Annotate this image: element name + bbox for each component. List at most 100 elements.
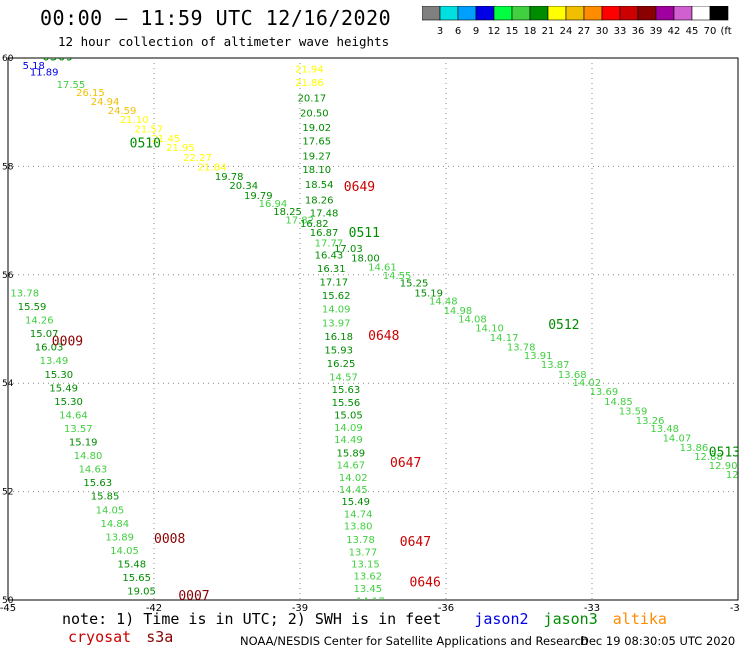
wave-height-label: 15.56 <box>332 398 361 409</box>
wave-height-label: 13.78 <box>346 535 375 546</box>
wave-height-label: 21.45 <box>152 134 181 145</box>
legend-label: 21 <box>542 26 555 37</box>
wave-height-label: 14.45 <box>339 485 368 496</box>
wave-height-label: 17.55 <box>57 80 86 91</box>
wave-height-label: 14.85 <box>604 397 633 408</box>
wave-height-label: 20.34 <box>229 181 258 192</box>
wave-height-label: 11.89 <box>30 67 59 78</box>
sat-label-jason3: jason3 <box>543 610 598 628</box>
wave-height-label: 15.19 <box>69 438 98 449</box>
wave-height-label: 15.07 <box>30 329 59 340</box>
map-title: 00:00 — 11:59 UTC 12/16/2020 <box>40 6 392 30</box>
wave-height-label: 15.49 <box>49 383 78 394</box>
pass-time-label: 0649 <box>344 180 375 195</box>
wave-height-label: 13.91 <box>524 351 553 362</box>
sat-label-altika: altika <box>612 610 667 628</box>
sat-label-s3a: s3a <box>146 628 174 646</box>
wave-height-label: 13.78 <box>507 343 536 354</box>
wave-height-label: 14.84 <box>100 519 129 530</box>
wave-height-label: 15.30 <box>45 370 74 381</box>
lat-tick-label: 60 <box>2 54 14 64</box>
wave-height-label: 16.94 <box>259 199 288 210</box>
legend-label: 70 <box>704 26 717 37</box>
sat-label-cryosat: cryosat <box>68 628 132 646</box>
legend-label: 39 <box>650 26 663 37</box>
wave-height-label: 13.87 <box>541 360 570 371</box>
map-frame <box>7 57 739 601</box>
wave-height-label: 19.02 <box>302 123 331 134</box>
wave-height-label: 15.93 <box>324 345 353 356</box>
wave-height-label: 16.43 <box>315 251 344 262</box>
wave-height-label: 13.86 <box>680 443 709 454</box>
legend-label: 18 <box>524 26 537 37</box>
wave-height-label: 13.15 <box>351 559 380 570</box>
wave-height-label: 21.94 <box>295 65 324 76</box>
wave-height-label: 19.79 <box>244 191 273 202</box>
wave-height-label: 13.26 <box>636 416 665 427</box>
wave-height-label: 13.57 <box>64 424 93 435</box>
wave-height-label: 19.78 <box>215 172 244 183</box>
wave-height-label: 14.05 <box>96 505 125 516</box>
pass-time-label: 0007 <box>178 589 209 604</box>
wave-height-label: 12.88 <box>694 452 723 463</box>
wave-height-label: 18.25 <box>273 207 302 218</box>
wave-height-label: 26.15 <box>76 88 105 99</box>
wave-height-label: 13.45 <box>354 584 383 595</box>
wave-height-label: 16.82 <box>300 219 329 230</box>
pass-time-label: 0509 <box>42 50 73 65</box>
wave-height-label: 12.92 <box>726 470 740 481</box>
lat-tick-label: 58 <box>2 162 14 172</box>
wave-height-label: 13.48 <box>650 424 679 435</box>
legend-label: 24 <box>560 26 573 37</box>
map-subtitle: 12 hour collection of altimeter wave hei… <box>58 34 390 49</box>
wave-height-label: 21.57 <box>135 124 164 135</box>
wave-height-label: 14.09 <box>334 423 363 434</box>
wave-height-label: 17.48 <box>310 208 339 219</box>
wave-height-label: 15.19 <box>414 288 443 299</box>
legend-label: 27 <box>578 26 591 37</box>
wave-height-label: 14.02 <box>339 473 368 484</box>
wave-height-label: 14.55 <box>383 271 412 282</box>
pass-time-label: 0646 <box>410 575 441 590</box>
pass-time-label: 0512 <box>548 318 579 333</box>
wave-height-label: 14.67 <box>337 460 366 471</box>
wave-height-label: 18.26 <box>305 195 334 206</box>
lon-tick-label: -30 <box>730 603 740 614</box>
wave-height-label: 14.02 <box>573 378 602 389</box>
wave-height-label: 18.54 <box>305 180 334 191</box>
wave-height-label: 20.96 <box>293 50 322 61</box>
wave-height-label: 14.57 <box>329 372 358 383</box>
wave-height-label: 24.59 <box>108 106 137 117</box>
wave-height-label: 15.63 <box>83 478 112 489</box>
lat-tick-label: 54 <box>2 379 14 389</box>
pass-time-label: 0511 <box>349 226 380 241</box>
wave-height-label: 16.31 <box>317 264 346 275</box>
lon-tick-label: -39 <box>292 603 308 614</box>
wave-height-label: 21.84 <box>198 163 227 174</box>
legend-label: 12 <box>488 26 501 37</box>
wave-height-label: 15.62 <box>322 291 351 302</box>
pass-time-label: 0510 <box>130 136 161 151</box>
lat-tick-label: 50 <box>2 596 14 606</box>
wave-height-label: 16.87 <box>310 228 339 239</box>
wave-height-label: 13.97 <box>322 318 351 329</box>
legend-label: 3 <box>437 26 443 37</box>
wave-height-label: 20.17 <box>298 93 327 104</box>
wave-height-label: 14.08 <box>458 314 487 325</box>
wave-height-label: 14.63 <box>79 465 108 476</box>
legend-label: 36 <box>632 26 645 37</box>
wave-height-label: 18.00 <box>351 253 380 264</box>
wave-height-label: 13.49 <box>40 356 69 367</box>
pass-time-label: 0647 <box>390 456 421 471</box>
legend-label: 6 <box>455 26 461 37</box>
legend-label: 33 <box>614 26 627 37</box>
note-text: note: 1) Time is in UTC; 2) SWH is in fe… <box>62 610 442 628</box>
wave-height-label: 14.74 <box>344 510 373 521</box>
wave-height-label: 16.18 <box>324 332 353 343</box>
wave-height-label: 14.26 <box>25 316 54 327</box>
wave-height-label: 14.48 <box>429 297 458 308</box>
wave-height-label: 20.50 <box>300 109 329 120</box>
sat-label-jason2: jason2 <box>474 610 529 628</box>
pass-time-label: 0513 <box>709 445 740 460</box>
wave-height-label: 24.94 <box>91 97 120 108</box>
